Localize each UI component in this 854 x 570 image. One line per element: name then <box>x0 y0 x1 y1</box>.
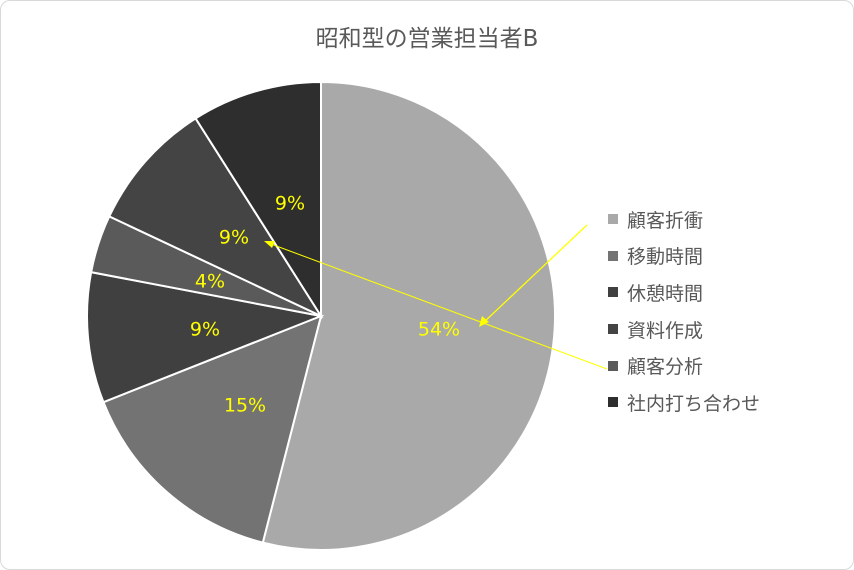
legend-label: 資料作成 <box>627 319 704 342</box>
legend-item: 移動時間 <box>608 238 760 275</box>
annotation-arrows <box>264 224 608 370</box>
legend-item: 社内打ち合わせ <box>608 384 760 421</box>
legend-label: 顧客分析 <box>627 356 704 379</box>
legend-item: 休憩時間 <box>608 274 760 311</box>
legend-swatch <box>608 324 618 335</box>
pie-slice <box>86 270 325 404</box>
annotation-arrowhead-2 <box>264 241 275 248</box>
legend-label: 社内打ち合わせ <box>627 392 761 415</box>
legend-swatch <box>608 214 618 225</box>
legend-label: 移動時間 <box>627 246 704 269</box>
data-label: 54% <box>418 319 460 341</box>
legend-swatch <box>608 287 618 298</box>
legend-item: 顧客分析 <box>608 347 760 384</box>
pie-slices <box>86 80 556 551</box>
annotation-arrow-1 <box>482 224 588 324</box>
data-labels: 54% 15% 9% 4% 9% 9% <box>190 193 460 417</box>
legend-item: 資料作成 <box>608 311 760 348</box>
chart-legend: 顧客折衝移動時間休憩時間資料作成顧客分析社内打ち合わせ <box>608 201 760 421</box>
annotation-arrow-2 <box>270 243 608 370</box>
pie-slice <box>261 80 556 551</box>
pie-slice <box>194 80 322 320</box>
pie-slice <box>102 314 323 544</box>
legend-swatch <box>608 397 618 408</box>
data-label: 9% <box>219 227 249 249</box>
legend-item: 顧客折衝 <box>608 201 760 238</box>
data-label: 9% <box>190 319 220 341</box>
legend-label: 休憩時間 <box>627 282 704 305</box>
data-label: 15% <box>224 395 266 417</box>
annotation-arrowhead-1 <box>479 316 489 327</box>
data-label: 9% <box>275 193 305 215</box>
pie-slice <box>107 117 324 319</box>
chart-title: 昭和型の営業担当者B <box>315 26 539 52</box>
legend-label: 顧客折衝 <box>627 209 704 232</box>
legend-swatch <box>608 360 618 371</box>
legend-swatch <box>608 250 618 261</box>
data-label: 4% <box>195 271 225 293</box>
